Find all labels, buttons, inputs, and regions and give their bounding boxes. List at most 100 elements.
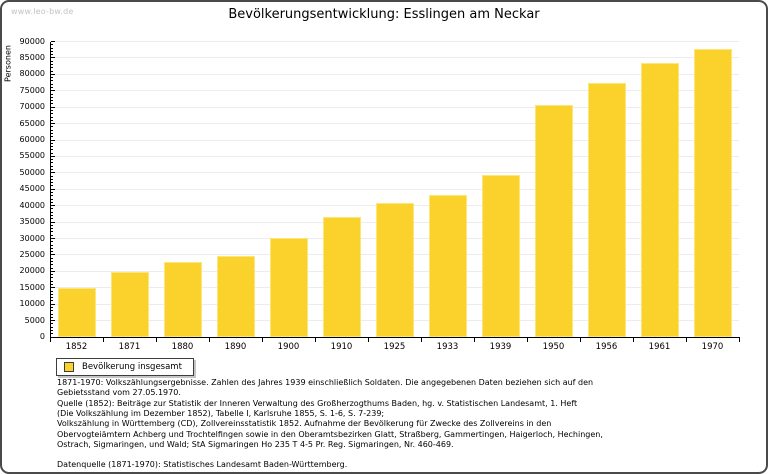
y-minor-tick	[51, 274, 53, 276]
footnotes: 1871-1970: Volkszählungsergebnisse. Zahl…	[57, 378, 697, 471]
y-minor-tick	[51, 146, 53, 148]
bar-1939[interactable]	[482, 175, 520, 337]
y-minor-tick	[51, 103, 53, 105]
y-tick-label: 70000	[19, 102, 45, 112]
footnote-line: Quelle (1852): Beiträge zur Statistik de…	[57, 398, 578, 408]
legend: Bevölkerung insgesamt	[56, 358, 194, 376]
y-tick-label: 90000	[19, 36, 45, 46]
y-gridline	[51, 123, 739, 125]
y-tick-label: 35000	[19, 217, 45, 227]
x-boundary-tick	[50, 338, 51, 342]
y-minor-tick	[51, 208, 53, 210]
y-tick-label: 15000	[19, 282, 45, 292]
y-minor-tick	[51, 215, 53, 217]
y-minor-tick	[51, 251, 53, 253]
y-major-tick	[51, 155, 55, 157]
y-minor-tick	[51, 109, 53, 111]
x-axis-line	[50, 337, 740, 338]
bar-1910[interactable]	[323, 217, 361, 337]
y-minor-tick	[51, 290, 53, 292]
y-minor-tick	[51, 178, 53, 180]
footnote-line: (Die Volkszählung im Dezember 1852), Tab…	[57, 409, 385, 419]
y-minor-tick	[51, 63, 53, 65]
y-minor-tick	[51, 169, 53, 171]
y-minor-tick	[51, 159, 53, 161]
y-minor-tick	[51, 228, 53, 230]
x-tick-label-1900: 1900	[277, 342, 300, 352]
y-minor-tick	[51, 129, 53, 131]
x-boundary-tick	[686, 338, 687, 342]
y-minor-tick	[51, 162, 53, 164]
y-minor-tick	[51, 182, 53, 184]
y-minor-tick	[51, 195, 53, 197]
y-minor-tick	[51, 306, 53, 308]
y-minor-tick	[51, 283, 53, 285]
y-major-tick	[51, 238, 55, 239]
y-minor-tick	[51, 313, 53, 315]
y-major-tick	[51, 188, 55, 190]
bar-1880[interactable]	[164, 262, 202, 337]
y-gridline	[51, 106, 739, 108]
y-minor-tick	[51, 198, 53, 200]
legend-color-swatch	[64, 362, 74, 372]
y-major-tick	[51, 123, 55, 125]
x-tick-label-1950: 1950	[542, 342, 565, 352]
y-minor-tick	[51, 165, 53, 167]
bar-1961[interactable]	[641, 63, 679, 337]
y-gridline	[51, 139, 739, 141]
x-boundary-tick	[156, 338, 157, 342]
bar-1950[interactable]	[535, 105, 573, 337]
y-major-tick	[51, 73, 55, 75]
y-tick-label: 85000	[19, 52, 45, 62]
footnote-line: Ostrach, Sigmaringen, und Wald; StA Sigm…	[57, 440, 454, 450]
bar-1852[interactable]	[58, 288, 96, 337]
y-major-tick	[51, 172, 55, 174]
x-boundary-tick	[421, 338, 422, 342]
bar-1970[interactable]	[694, 49, 732, 337]
bar-1933[interactable]	[429, 195, 467, 337]
x-tick-label-1871: 1871	[118, 342, 141, 352]
y-minor-tick	[51, 136, 53, 138]
y-tick-label: 30000	[19, 233, 45, 243]
y-minor-tick	[51, 218, 53, 220]
y-minor-tick	[51, 326, 53, 328]
y-tick-label: 50000	[19, 167, 45, 177]
x-boundary-tick	[209, 338, 210, 342]
x-boundary-tick	[262, 338, 263, 342]
bar-1871[interactable]	[111, 272, 149, 337]
y-minor-tick	[51, 96, 53, 98]
y-minor-tick	[51, 54, 53, 56]
y-minor-tick	[51, 149, 53, 151]
y-major-tick	[51, 270, 55, 272]
y-minor-tick	[51, 231, 53, 233]
y-minor-tick	[51, 116, 53, 118]
y-minor-tick	[51, 329, 53, 331]
y-major-tick	[51, 254, 55, 256]
bar-1956[interactable]	[588, 83, 626, 337]
y-tick-label: 60000	[19, 135, 45, 144]
y-major-tick	[51, 320, 55, 322]
site-watermark: www.leo-bw.de	[11, 7, 74, 16]
chart-title: Bevölkerungsentwicklung: Esslingen am Ne…	[228, 7, 540, 22]
x-boundary-tick	[580, 338, 581, 342]
x-tick-label-1890: 1890	[224, 342, 247, 352]
bar-1900[interactable]	[270, 238, 308, 337]
bar-1890[interactable]	[217, 256, 255, 337]
datasource-line: Datenquelle (1871-1970): Statistisches L…	[57, 460, 348, 470]
x-tick-label-1933: 1933	[436, 342, 459, 352]
y-minor-tick	[51, 100, 53, 102]
y-minor-tick	[51, 300, 53, 302]
y-minor-tick	[51, 224, 53, 226]
y-minor-tick	[51, 280, 53, 282]
y-minor-tick	[51, 44, 53, 46]
bar-1925[interactable]	[376, 203, 414, 337]
x-boundary-tick	[633, 338, 634, 342]
x-boundary-tick	[739, 338, 740, 342]
y-major-tick	[51, 139, 55, 141]
y-gridline	[51, 57, 739, 59]
y-tick-label: 75000	[19, 85, 45, 95]
y-minor-tick	[51, 80, 53, 82]
y-major-tick	[51, 205, 55, 207]
x-boundary-tick	[368, 338, 369, 342]
